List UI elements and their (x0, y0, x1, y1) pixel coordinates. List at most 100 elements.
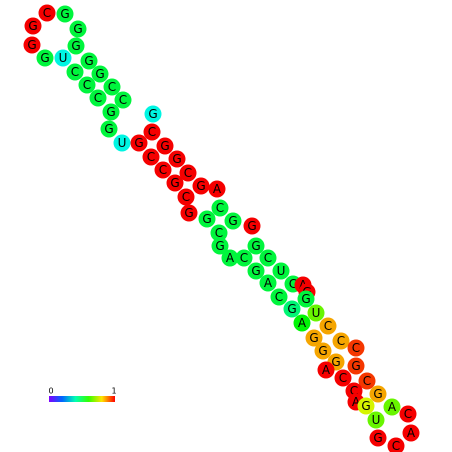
nucleotide: G (369, 429, 387, 447)
nucleotide-label: U (372, 413, 381, 427)
nucleotide-circle (142, 148, 160, 166)
nucleotide-label: G (318, 344, 327, 358)
nucleotide: A (293, 314, 311, 332)
nucleotide-label: G (251, 264, 260, 278)
nucleotide-circle (177, 188, 195, 206)
nucleotide-circle (208, 180, 226, 198)
nucleotide-circle (305, 329, 323, 347)
nucleotide-circle (272, 262, 290, 280)
nucleotide-label: G (40, 51, 49, 65)
nucleotide-circle (358, 372, 376, 390)
nucleotide-label: G (202, 212, 211, 226)
nucleotide: C (399, 405, 417, 423)
nucleotide-label: C (108, 80, 116, 94)
nucleotide-circle (89, 89, 107, 107)
nucleotide: C (319, 317, 337, 335)
nucleotide-circle (78, 76, 96, 94)
nucleotide: G (305, 329, 323, 347)
nucleotide-circle (114, 91, 132, 109)
nucleotide-label: G (71, 39, 80, 53)
nucleotide: C (142, 148, 160, 166)
nucleotide-label: U (59, 51, 68, 65)
nucleotide: G (69, 20, 87, 38)
nucleotide: U (272, 262, 290, 280)
nucleotide-label: A (407, 426, 416, 440)
nucleotide-label: G (351, 359, 360, 373)
nucleotide: G (297, 290, 315, 308)
nucleotide: C (103, 78, 121, 96)
nucleotide: C (66, 63, 84, 81)
nucleotide-circle (317, 361, 335, 379)
nucleotide-label: C (352, 341, 360, 355)
nucleotide: G (91, 65, 109, 83)
nucleotide: U (113, 134, 131, 152)
nucleotide: C (235, 249, 253, 267)
nucleotide-label: C (240, 251, 248, 265)
nucleotide-circle (247, 237, 265, 255)
nucleotide-circle (243, 217, 261, 235)
nucleotide: C (270, 288, 288, 306)
nucleotide-label: G (251, 239, 260, 253)
nucleotide: U (307, 304, 325, 322)
nucleotide-label: C (94, 91, 102, 105)
nucleotide-label: G (95, 67, 104, 81)
nucleotide-circle (383, 398, 401, 416)
nucleotide: C (358, 372, 376, 390)
nucleotide: C (78, 76, 96, 94)
nucleotide-label: C (264, 251, 272, 265)
nucleotide-label: G (148, 107, 157, 121)
nucleotide: C (89, 89, 107, 107)
nucleotide-circle (297, 290, 315, 308)
nucleotide-label: G (331, 355, 340, 369)
nucleotide-label: G (247, 219, 256, 233)
nucleotide-circle (357, 397, 375, 415)
nucleotide-label: G (172, 152, 181, 166)
nucleotide: A (383, 398, 401, 416)
nucleotide-circle (56, 5, 74, 23)
nucleotide: G (56, 5, 74, 23)
nucleotide-circle (23, 36, 41, 54)
nucleotide: A (221, 249, 239, 267)
nucleotide-label: G (361, 399, 370, 413)
nucleotide-label: C (324, 319, 332, 333)
nucleotide-label: C (215, 226, 223, 240)
nucleotide-circle (143, 123, 161, 141)
nucleotide: G (24, 17, 42, 35)
nucleotide-label: G (28, 19, 37, 33)
nucleotide-circle (210, 224, 228, 242)
nucleotide-circle (36, 49, 54, 67)
nucleotide-label: C (184, 166, 192, 180)
nucleotide-label: G (170, 176, 179, 190)
nucleotide: G (369, 385, 387, 403)
nucleotide-circle (224, 212, 242, 230)
nucleotide-circle (283, 300, 301, 318)
nucleotide: G (100, 120, 118, 138)
nucleotide: G (80, 52, 98, 70)
nucleotide-label: C (275, 290, 283, 304)
nucleotide: C (211, 199, 229, 217)
nucleotide: G (247, 237, 265, 255)
nucleotide-label: C (119, 93, 127, 107)
nucleotide: A (208, 180, 226, 198)
nucleotide: C (259, 249, 277, 267)
nucleotide: C (332, 332, 350, 350)
nucleotide-circle (180, 204, 198, 222)
nucleotide-circle (100, 120, 118, 138)
nucleotide: G (180, 204, 198, 222)
nucleotide-label: C (182, 190, 190, 204)
nucleotide-circle (319, 317, 337, 335)
nucleotide-label: C (339, 371, 347, 385)
nucleotide-circle (166, 174, 184, 192)
nucleotide: U (367, 411, 385, 429)
nucleotide-circle (69, 20, 87, 38)
nucleotide-circle (80, 52, 98, 70)
nucleotide-circle (24, 17, 42, 35)
nucleotide-circle (192, 177, 210, 195)
nucleotide-circle (259, 274, 277, 292)
nucleotide: G (224, 212, 242, 230)
nucleotide-circle (369, 429, 387, 447)
nucleotide: G (102, 103, 120, 121)
nucleotide-circle (399, 405, 417, 423)
